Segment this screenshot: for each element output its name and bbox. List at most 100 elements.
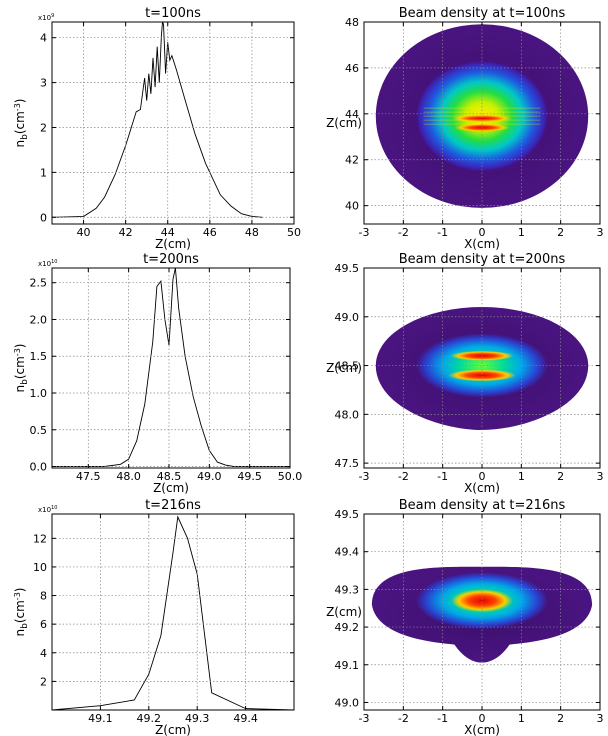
y-axis-label: nb(cm-3) — [13, 344, 30, 393]
x-axis-label: Z(cm) — [155, 723, 191, 736]
chart-title: t=100ns — [145, 6, 201, 21]
x-axis-label: X(cm) — [464, 481, 500, 495]
x-tick-label: -3 — [359, 712, 370, 725]
y-tick-label: 4 — [40, 647, 47, 660]
x-tick-label: 48 — [245, 226, 259, 239]
y-tick-label: 2 — [40, 121, 47, 134]
y-tick-label: 46 — [345, 62, 359, 75]
x-tick-label: 40 — [77, 226, 91, 239]
x-tick-label: 0 — [479, 226, 486, 239]
x-tick-label: 49.0 — [197, 470, 222, 483]
x-tick-label: 1 — [518, 712, 525, 725]
x-tick-label: -2 — [398, 226, 409, 239]
density-band — [448, 369, 516, 382]
y-axis-label: Z(cm) — [326, 605, 362, 619]
x-tick-label: 2 — [557, 712, 564, 725]
y-tick-label: 49.5 — [335, 508, 360, 521]
x-tick-label: -3 — [359, 470, 370, 483]
y-tick-label: 47.5 — [335, 457, 360, 470]
density-heat — [416, 333, 548, 398]
panel-5: 49.1 49.2 49.3 49.4 2 4 6 8 10 12 t=216ns Z(cm) nb(c… — [13, 498, 295, 736]
x-tick-label: 49.3 — [185, 712, 210, 725]
y-tick-label: 49.2 — [335, 621, 360, 634]
y-tick-label: 0 — [40, 211, 47, 224]
chart-title: Beam density at t=100ns — [399, 6, 566, 21]
y-tick-label: 1.0 — [30, 387, 48, 400]
x-tick-label: 49.5 — [237, 470, 262, 483]
x-tick-label: 0 — [479, 712, 486, 725]
x-tick-label: -3 — [359, 226, 370, 239]
y-tick-label: 49.5 — [335, 262, 360, 275]
x-tick-label: 49.2 — [137, 712, 162, 725]
plot-area — [52, 22, 263, 218]
series-line — [52, 515, 294, 710]
x-tick-label: 49.4 — [233, 712, 258, 725]
x-tick-label: -1 — [437, 712, 448, 725]
x-tick-label: 1 — [518, 470, 525, 483]
y-tick-label: 4 — [40, 32, 47, 45]
y-tick-label: 2.5 — [30, 277, 48, 290]
x-tick-label: 2 — [557, 470, 564, 483]
plot-area — [52, 268, 290, 467]
panel-4: -3 -2 -1 0 1 2 3 47.5 48.0 48.5 49.0 49.5 Beam densi… — [326, 252, 603, 495]
x-axis-label: Z(cm) — [153, 481, 189, 495]
y-tick-label: 48.0 — [335, 408, 360, 421]
x-tick-label: 1 — [518, 226, 525, 239]
plot-area — [375, 24, 589, 208]
y-tick-label: 12 — [33, 532, 47, 545]
chart-title: t=216ns — [145, 498, 201, 513]
x-tick-label: 3 — [597, 712, 604, 725]
chart-title: Beam density at t=200ns — [399, 252, 566, 267]
y-tick-label: 6 — [40, 618, 47, 631]
x-tick-label: 2 — [557, 226, 564, 239]
y-tick-label: 49.1 — [335, 659, 360, 672]
density-core — [451, 589, 513, 613]
y-tick-label: 48 — [345, 16, 359, 29]
y-tick-label: 2 — [40, 675, 47, 688]
y-tick-label: 49.0 — [335, 696, 360, 709]
series-line — [52, 22, 263, 218]
y-tick-label: 1 — [40, 166, 47, 179]
y-tick-label: 1.5 — [30, 350, 48, 363]
x-tick-label: -2 — [398, 712, 409, 725]
y-axis-label: nb(cm-3) — [13, 99, 30, 148]
y-tick-label: 49.4 — [335, 546, 360, 559]
y-axis-label: Z(cm) — [326, 361, 362, 375]
y-multiplier: x109 — [38, 13, 54, 22]
x-tick-label: -1 — [437, 470, 448, 483]
y-tick-label: 49.3 — [335, 583, 360, 596]
y-tick-label: 49.0 — [335, 311, 360, 324]
x-tick-label: 0 — [479, 470, 486, 483]
y-axis-label: Z(cm) — [326, 116, 362, 130]
x-tick-label: 50 — [287, 226, 301, 239]
series-line — [52, 268, 290, 467]
y-tick-label: 0.5 — [30, 424, 48, 437]
x-tick-label: 46 — [203, 226, 217, 239]
x-tick-label: -1 — [437, 226, 448, 239]
y-tick-label: 2.0 — [30, 313, 48, 326]
axes-frame — [51, 21, 295, 225]
axes-frame — [51, 267, 291, 469]
chart-title: t=200ns — [143, 252, 199, 267]
y-tick-label: 42 — [345, 154, 359, 167]
panel-6: -3 -2 -1 0 1 2 3 49.0 49.1 49.2 49.3 49.4 49.5 Beam d… — [326, 498, 603, 736]
x-tick-label: 47.5 — [76, 470, 101, 483]
axes-frame — [51, 513, 295, 711]
y-tick-label: 44 — [345, 108, 359, 121]
density-band — [452, 114, 512, 123]
y-tick-label: 8 — [40, 590, 47, 603]
y-tick-label: 3 — [40, 77, 47, 90]
chart-title: Beam density at t=216ns — [399, 498, 566, 513]
panel-2: -3 -2 -1 0 1 2 3 40 42 44 46 48 Beam density at t=10… — [326, 6, 603, 251]
y-multiplier: x1010 — [38, 259, 57, 268]
panel-1: 40 42 44 46 48 50 0 1 2 3 4 t=100ns Z(cm) nb(cm-3) x10… — [13, 6, 301, 251]
x-axis-label: Z(cm) — [155, 237, 191, 251]
y-tick-label: 10 — [33, 561, 47, 574]
x-tick-label: -2 — [398, 470, 409, 483]
x-tick-label: 44 — [161, 226, 175, 239]
y-tick-label: 0.0 — [30, 461, 48, 474]
x-tick-label: 48.0 — [116, 470, 141, 483]
plot-area — [375, 307, 589, 430]
plot-area — [52, 515, 294, 710]
